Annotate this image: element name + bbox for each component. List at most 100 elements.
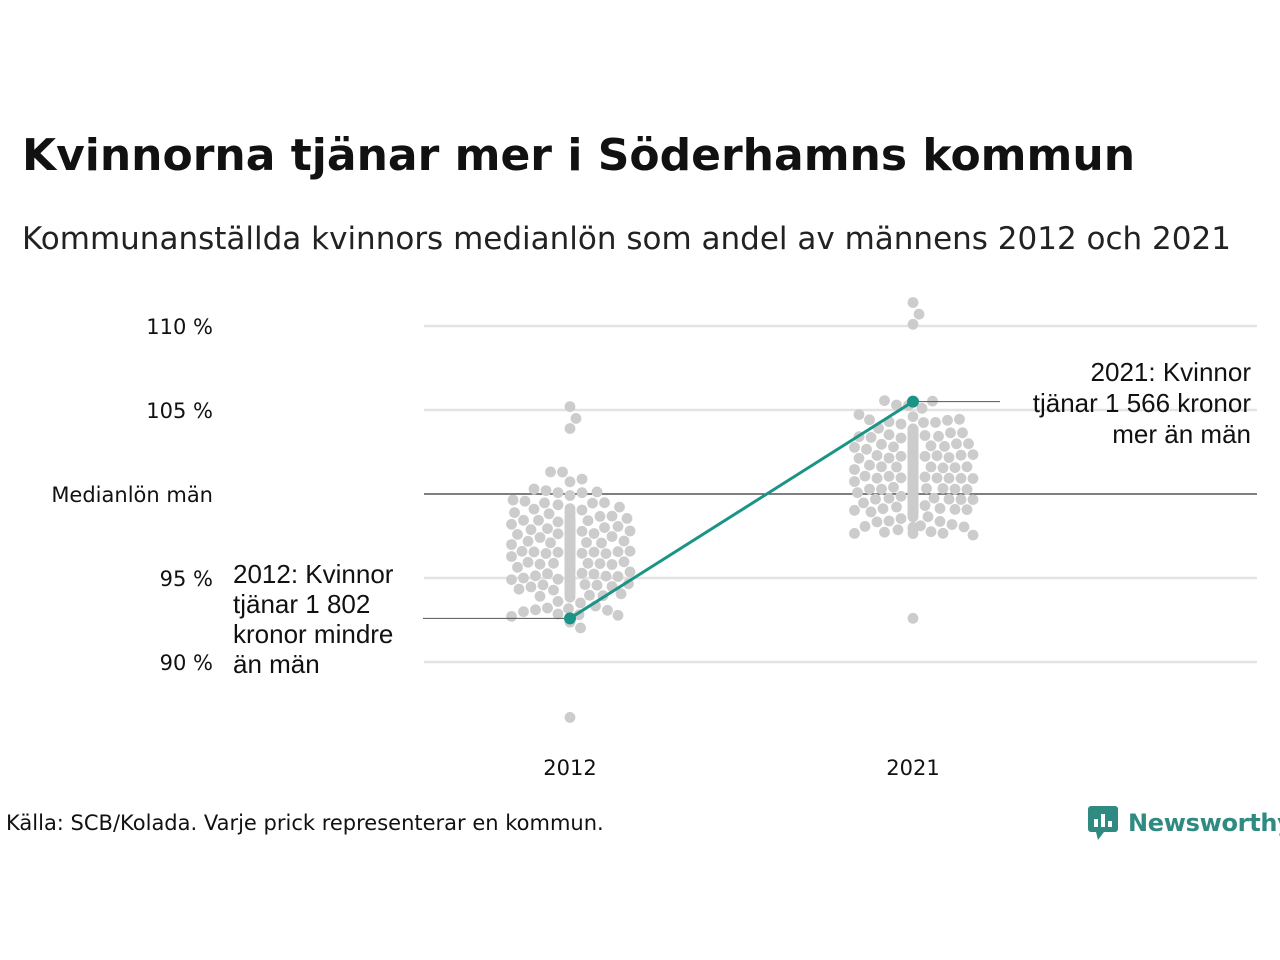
y-tick-label: 110 % [146, 315, 213, 339]
municipality-dot [907, 318, 919, 330]
municipality-dot [853, 409, 865, 420]
municipality-dot [955, 472, 967, 484]
municipality-dot [883, 470, 895, 482]
municipality-dot [587, 497, 598, 509]
chart-subtitle: Kommunanställda kvinnors medianlön som a… [22, 221, 1231, 257]
municipality-dot [961, 484, 973, 495]
municipality-dot [537, 579, 549, 591]
municipality-dot [859, 470, 871, 482]
municipality-dot [883, 452, 895, 464]
municipality-dot [545, 537, 556, 549]
municipality-dot [576, 567, 588, 579]
source-note: Källa: SCB/Kolada. Varje prick represent… [6, 811, 604, 835]
municipality-dot [506, 611, 517, 622]
municipality-dot [939, 441, 950, 452]
municipality-dot [557, 466, 568, 478]
municipality-dot [870, 493, 881, 505]
x-tick-label: 2012 [543, 756, 596, 780]
municipality-dot [859, 521, 871, 532]
municipality-dot [858, 497, 869, 509]
municipality-dot [582, 557, 594, 569]
municipality-dot [895, 432, 907, 444]
municipality-dot [570, 413, 582, 424]
municipality-dot [513, 583, 525, 595]
municipality-dot [506, 518, 517, 530]
municipality-dot [506, 539, 517, 550]
municipality-dot [534, 532, 546, 543]
annotation-2012-line: tjänar 1 802 [233, 589, 370, 619]
municipality-dot [618, 556, 630, 568]
municipality-dot [600, 548, 612, 559]
municipality-dot [967, 494, 979, 505]
municipality-dot [895, 450, 907, 462]
municipality-dot [967, 529, 979, 541]
municipality-dot [963, 438, 974, 450]
municipality-dot [552, 608, 564, 620]
municipality-dot [925, 526, 937, 538]
municipality-dot [518, 514, 529, 526]
municipality-dot [552, 528, 564, 540]
municipality-dot [588, 546, 600, 558]
municipality-dot [919, 450, 931, 462]
municipality-dot [540, 548, 552, 559]
municipality-dot [575, 622, 586, 634]
chart-title: Kvinnorna tjänar mer i Söderhamns kommun [22, 130, 1136, 181]
municipality-dot [582, 515, 594, 527]
municipality-dot [602, 604, 613, 616]
municipality-dot [943, 493, 955, 505]
municipality-dot [522, 535, 534, 547]
highlight-layer [564, 395, 919, 625]
municipality-dot [934, 503, 946, 514]
municipality-dot [542, 568, 553, 580]
municipality-dot [919, 500, 931, 511]
municipality-dot [955, 494, 967, 505]
municipality-dot [945, 427, 956, 439]
municipality-dot [528, 546, 540, 558]
annotation-2021-line: tjänar 1 566 kronor [1033, 388, 1252, 418]
municipality-dot [883, 429, 895, 441]
municipality-dot [937, 483, 949, 494]
municipality-dot [552, 487, 564, 499]
municipality-dot [606, 559, 618, 570]
municipality-dot [564, 591, 576, 603]
municipality-dot [925, 440, 937, 452]
municipality-dot [871, 472, 883, 484]
municipality-dot [907, 528, 919, 539]
highlight-point [564, 612, 576, 625]
municipality-dot [506, 574, 517, 585]
municipality-dot [552, 499, 564, 511]
municipality-dot [892, 524, 904, 536]
municipality-dot [907, 297, 919, 308]
municipality-dot [891, 399, 902, 411]
municipality-dot [525, 524, 537, 536]
municipality-dot [563, 603, 574, 615]
municipality-dot [624, 545, 636, 557]
municipality-dot [606, 531, 618, 542]
municipality-dot [528, 503, 540, 515]
municipality-dot [942, 414, 953, 426]
municipality-dot [518, 572, 529, 584]
grid-layer [424, 324, 1257, 664]
municipality-dot [612, 546, 624, 558]
municipality-dot [519, 495, 531, 507]
municipality-dot [552, 573, 564, 585]
municipality-dot [849, 528, 860, 539]
municipality-dot [918, 417, 929, 428]
municipality-dot [907, 612, 919, 624]
municipality-dot [534, 590, 546, 602]
municipality-dot [576, 504, 588, 516]
municipality-dot [937, 462, 949, 474]
municipality-dot [591, 486, 603, 498]
municipality-dot [516, 545, 528, 557]
municipality-dot [552, 546, 564, 558]
municipality-dot [615, 588, 627, 600]
municipality-dot [576, 525, 588, 537]
municipality-dot [895, 513, 907, 524]
municipality-dot [949, 504, 961, 515]
municipality-dot [931, 472, 943, 484]
municipality-dot [907, 423, 919, 435]
municipality-dot [967, 473, 979, 484]
annotation-2012-line: än män [233, 649, 320, 679]
municipality-dot [883, 515, 895, 527]
